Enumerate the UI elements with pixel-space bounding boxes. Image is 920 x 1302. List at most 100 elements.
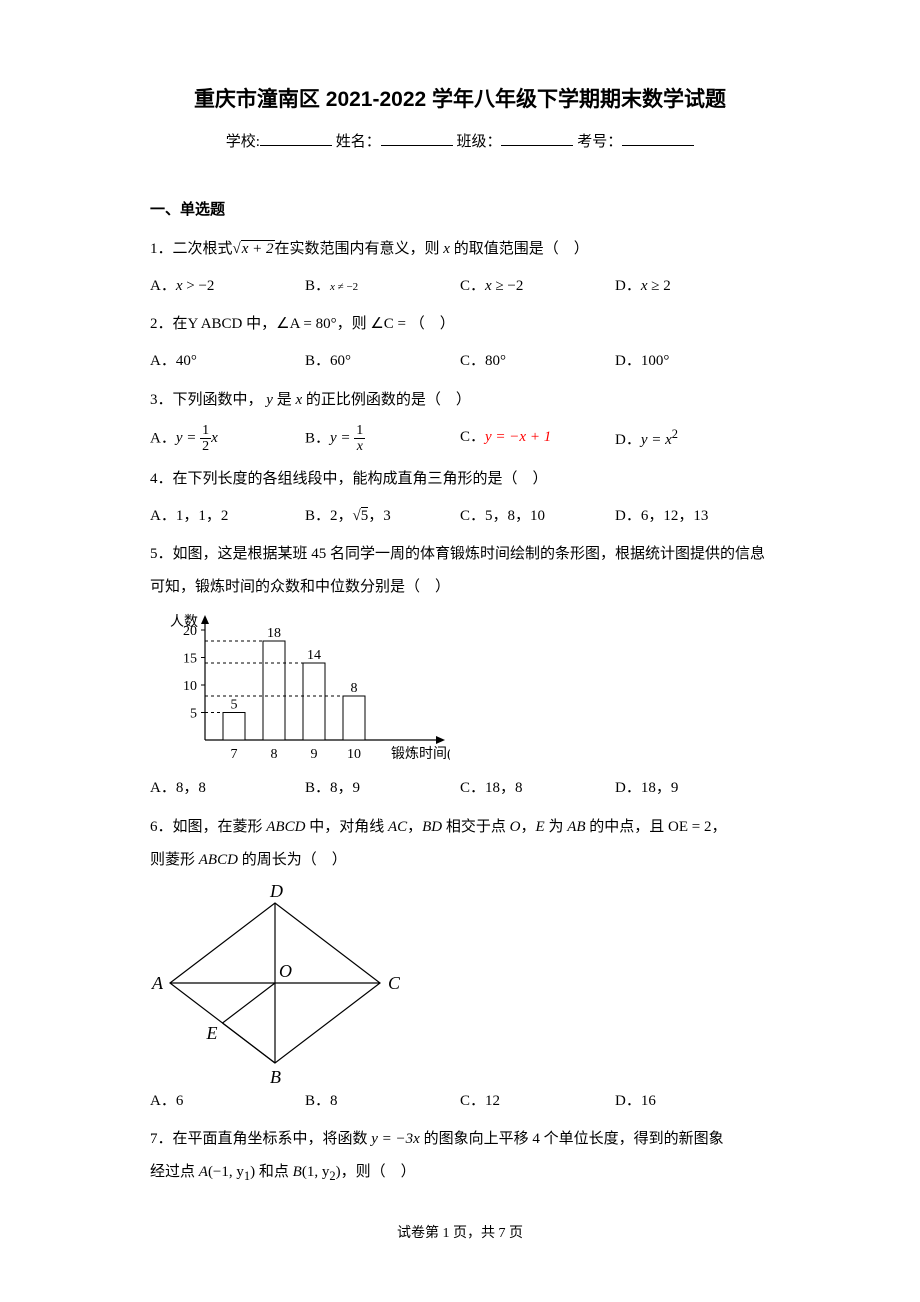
q1-var-x: x [443,241,450,257]
q3-var-x: x [295,392,302,408]
svg-text:A: A [151,973,164,993]
name-label: 姓名： [336,134,381,150]
q2-options: A．40° B．60° C．80° D．100° [150,347,770,376]
question-1: 1．二次根式√x + 2在实数范围内有意义，则 x 的取值范围是（ ） [150,233,770,266]
class-label: 班级： [456,134,501,150]
q6-ab: AB [567,819,585,835]
question-3: 3．下列函数中， y 是 x 的正比例函数的是（ ） [150,384,770,417]
svg-text:9: 9 [311,747,318,762]
svg-text:20: 20 [183,624,197,639]
q1-stem-a: 1．二次根式 [150,241,233,257]
q6-abcd: ABCD [266,819,305,835]
q2-opt-b[interactable]: B．60° [305,347,460,376]
question-4: 4．在下列长度的各组线段中，能构成直角三角形的是（ ） [150,463,770,496]
q4-opt-d[interactable]: D．6，12，13 [615,502,770,531]
q2-opt-c[interactable]: C．80° [460,347,615,376]
q3-stem-a: 3．下列函数中， [150,392,263,408]
school-blank[interactable] [260,130,332,146]
id-blank[interactable] [622,130,694,146]
q6-rhombus-diagram: ACDBOE [150,883,770,1083]
q6-stem-j: 的周长为（ ） [242,852,347,868]
q2-angle-c: ∠C = [370,316,406,332]
q6-e: E [536,819,545,835]
q6-stem-a: 6．如图，在菱形 [150,819,263,835]
q3-opt-b[interactable]: B．y = 1x [305,423,460,455]
q5-opt-a[interactable]: A．8，8 [150,774,305,803]
svg-text:B: B [270,1067,281,1083]
q6-stem-f: 为 [548,819,563,835]
q1-options: A．x > −2 B．x ≠ −2 C．x ≥ −2 D．x ≥ 2 [150,272,770,301]
q4-opt-c[interactable]: C．5，8，10 [460,502,615,531]
q1-opt-b[interactable]: B．x ≠ −2 [305,272,460,301]
q5-bar-chart: 人数510152057188149810锻炼时间(小时) [150,610,770,770]
q2-angle-a: ∠A = 80° [276,316,336,332]
q3-options: A．y = 12x B．y = 1x C．y = −x + 1 D．y = x2 [150,423,770,455]
q7-stem-d: 和点 [259,1164,289,1180]
q1-stem-b: 在实数范围内有意义，则 [275,241,440,257]
q3-opt-d[interactable]: D．y = x2 [615,423,770,455]
q6-oe: OE = 2 [668,819,711,835]
q7-ptB-a: B [293,1164,302,1180]
q3-var-y: y [266,392,273,408]
q7-ptB-b: (1, y [302,1164,330,1180]
school-label: 学校: [226,134,260,150]
q4-opt-a[interactable]: A．1，1，2 [150,502,305,531]
q4-options: A．1，1，2 B．2，√5，3 C．5，8，10 D．6，12，13 [150,502,770,531]
q1-sqrt: √x + 2 [233,240,275,257]
q1-opt-c[interactable]: C．x ≥ −2 [460,272,615,301]
svg-text:14: 14 [307,648,321,663]
q5-opt-d[interactable]: D．18，9 [615,774,770,803]
q7-ptA-a: A [199,1164,208,1180]
q1-opt-a[interactable]: A．x > −2 [150,272,305,301]
q3-opt-c[interactable]: C．y = −x + 1 [460,423,615,455]
q1-opt-d[interactable]: D．x ≥ 2 [615,272,770,301]
q6-stem-d: 相交于点 [446,819,506,835]
q6-stem-h: ， [712,819,727,835]
svg-text:C: C [388,973,400,993]
q7-ptA-c: ) [250,1164,255,1180]
q2-stem-b: 中， [246,316,276,332]
q6-opt-d[interactable]: D．16 [615,1087,770,1116]
q2-opt-d[interactable]: D．100° [615,347,770,376]
question-6: 6．如图，在菱形 ABCD 中，对角线 AC，BD 相交于点 O，E 为 AB … [150,811,770,877]
svg-text:D: D [269,883,283,901]
q7-ptA-b: (−1, y [208,1164,244,1180]
q6-opt-b[interactable]: B．8 [305,1087,460,1116]
q6-opt-a[interactable]: A．6 [150,1087,305,1116]
svg-text:10: 10 [347,747,361,762]
q7-stem-c: 经过点 [150,1164,195,1180]
page-title: 重庆市潼南区 2021-2022 学年八年级下学期期末数学试题 [150,80,770,120]
q6-stem-c: ， [407,819,422,835]
svg-text:7: 7 [231,747,238,762]
q6-options: A．6 B．8 C．12 D．16 [150,1087,770,1116]
question-5: 5．如图，这是根据某班 45 名同学一周的体育锻炼时间绘制的条形图，根据统计图提… [150,538,770,604]
q3-opt-a[interactable]: A．y = 12x [150,423,305,455]
q2-stem-d: （ ） [410,316,455,332]
q6-ac: AC [388,819,407,835]
q7-stem-b: 的图象向上平移 4 个单位长度，得到的新图象 [424,1131,724,1147]
svg-text:5: 5 [231,698,238,713]
q1-stem-c: 的取值范围是（ ） [454,241,589,257]
q6-stem-i: 则菱形 [150,852,195,868]
name-blank[interactable] [381,130,453,146]
q7-stem-a: 7．在平面直角坐标系中，将函数 [150,1131,368,1147]
q2-opt-a[interactable]: A．40° [150,347,305,376]
svg-text:E: E [206,1023,218,1043]
page-footer: 试卷第 1 页，共 7 页 [150,1221,770,1248]
q6-stem-b: 中，对角线 [309,819,384,835]
svg-text:锻炼时间(小时): 锻炼时间(小时) [391,746,450,762]
q5-opt-b[interactable]: B．8，9 [305,774,460,803]
q5-opt-c[interactable]: C．18，8 [460,774,615,803]
q3-stem-c: 的正比例函数的是（ ） [306,392,471,408]
question-7: 7．在平面直角坐标系中，将函数 y = −3x 的图象向上平移 4 个单位长度，… [150,1123,770,1191]
svg-text:8: 8 [271,747,278,762]
q2-stem-c: ，则 [337,316,367,332]
q6-opt-c[interactable]: C．12 [460,1087,615,1116]
student-info-line: 学校: 姓名： 班级： 考号： [150,128,770,157]
q6-bd: BD [422,819,442,835]
id-label: 考号： [577,134,622,150]
section-header-1: 一、单选题 [150,196,770,225]
q4-opt-b[interactable]: B．2，√5，3 [305,502,460,531]
class-blank[interactable] [501,130,573,146]
q6-abcd2: ABCD [199,852,238,868]
